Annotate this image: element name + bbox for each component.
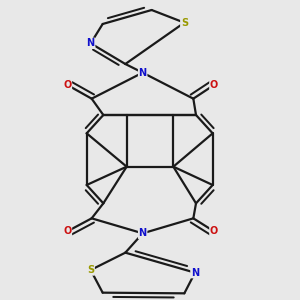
Text: O: O bbox=[63, 80, 71, 90]
Text: S: S bbox=[181, 18, 188, 28]
Text: S: S bbox=[87, 265, 94, 275]
Text: N: N bbox=[139, 68, 147, 78]
Text: N: N bbox=[87, 38, 95, 48]
Text: O: O bbox=[63, 226, 71, 236]
Text: O: O bbox=[210, 80, 218, 90]
Text: N: N bbox=[191, 268, 199, 278]
Text: N: N bbox=[139, 228, 147, 238]
Text: O: O bbox=[210, 226, 218, 236]
